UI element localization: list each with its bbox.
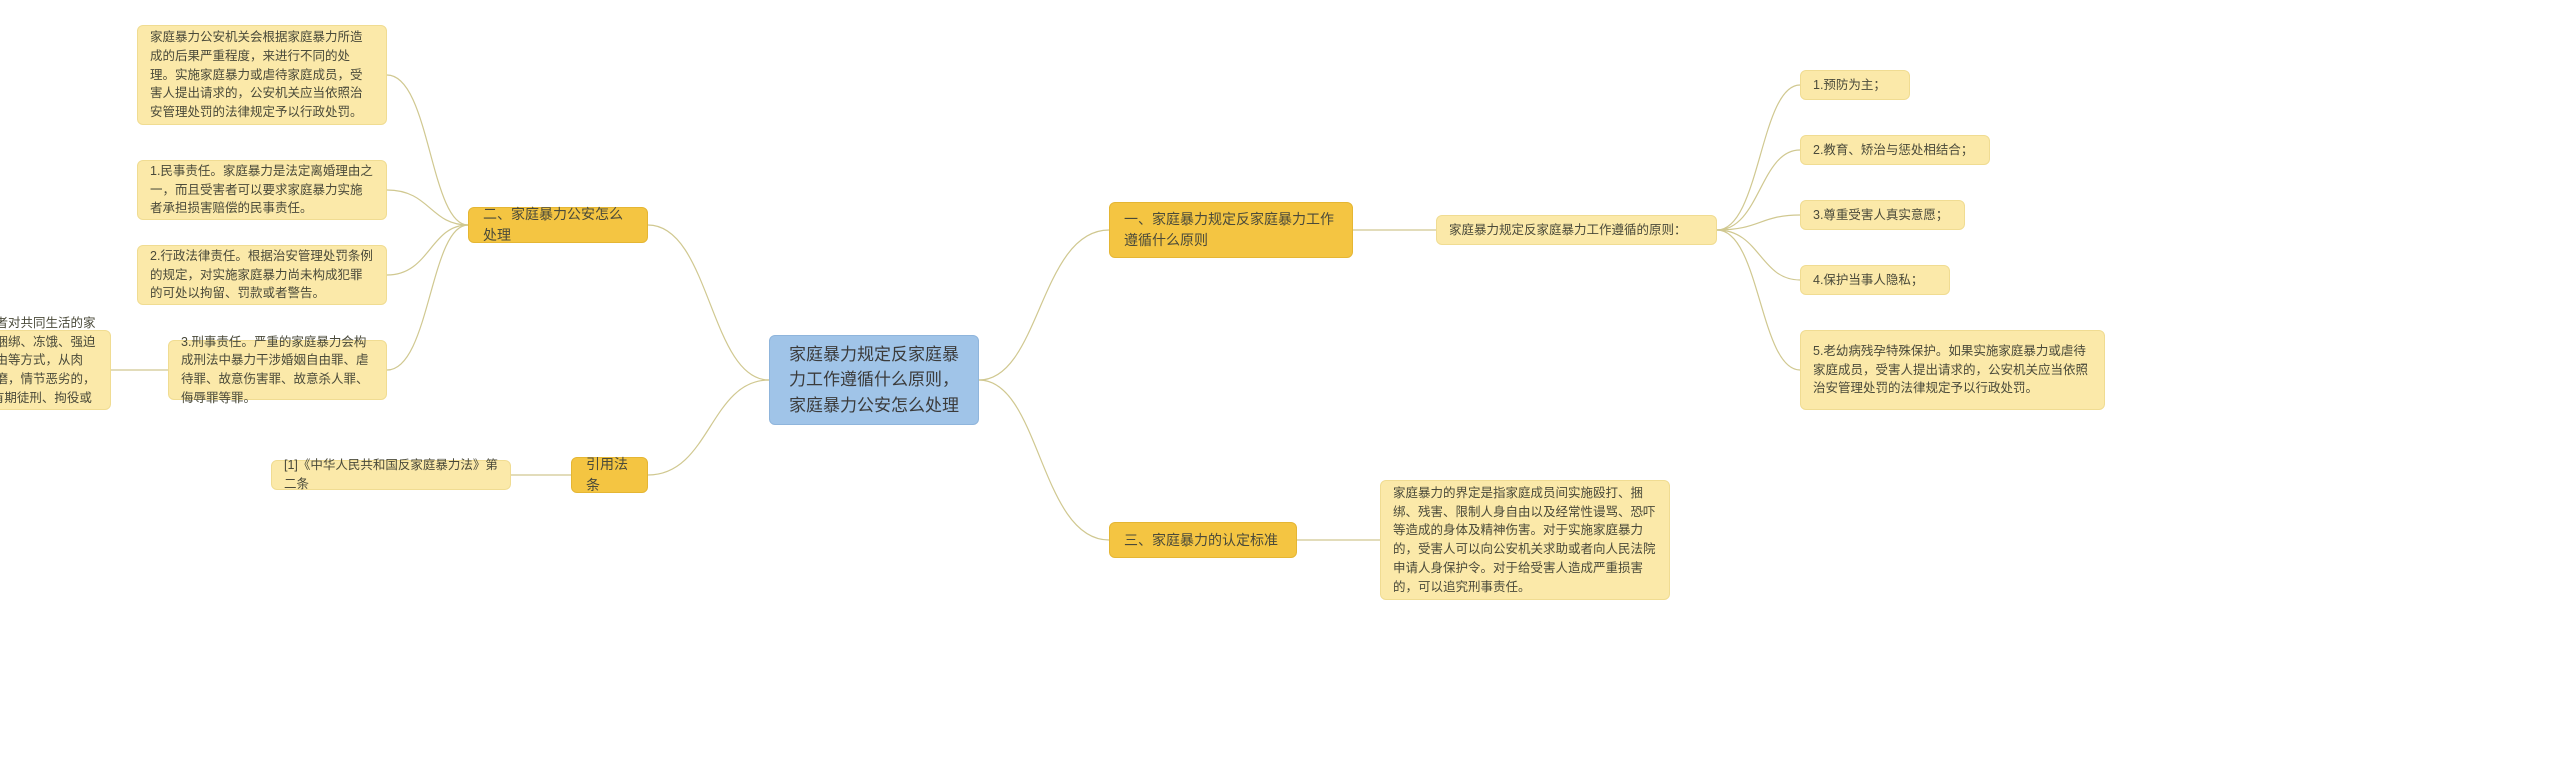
- root-text: 家庭暴力规定反家庭暴力工作遵循什么原则，家庭暴力公安怎么处理: [788, 342, 960, 419]
- principle-4[interactable]: 4.保护当事人隐私；: [1800, 265, 1950, 295]
- p1-text: 1.预防为主；: [1813, 76, 1886, 95]
- section3-detail-text: 家庭暴力的界定是指家庭成员间实施殴打、捆绑、残害、限制人身自由以及经常性谩骂、恐…: [1393, 484, 1657, 597]
- section2-intro[interactable]: 家庭暴力公安机关会根据家庭暴力所造成的后果严重程度，来进行不同的处理。实施家庭暴…: [137, 25, 387, 125]
- lawref-title: 引用法条: [586, 454, 633, 496]
- item3-text: 3.刑事责任。严重的家庭暴力会构成刑法中暴力干涉婚姻自由罪、虐待罪、故意伤害罪、…: [181, 333, 374, 408]
- lawref-detail[interactable]: [1]《中华人民共和国反家庭暴力法》第二条: [271, 460, 511, 490]
- p3-text: 3.尊重受害人真实意愿；: [1813, 206, 1948, 225]
- p2-text: 2.教育、矫治与惩处相结合；: [1813, 141, 1973, 160]
- section1-title: 一、家庭暴力规定反家庭暴力工作遵循什么原则: [1124, 209, 1338, 251]
- mindmap-canvas: 家庭暴力规定反家庭暴力工作遵循什么原则，家庭暴力公安怎么处理 一、家庭暴力规定反…: [0, 0, 2560, 759]
- p5-text: 5.老幼病残孕特殊保护。如果实施家庭暴力或虐待家庭成员，受害人提出请求的，公安机…: [1813, 342, 2092, 398]
- principle-5[interactable]: 5.老幼病残孕特殊保护。如果实施家庭暴力或虐待家庭成员，受害人提出请求的，公安机…: [1800, 330, 2105, 410]
- section2-item2[interactable]: 2.行政法律责任。根据治安管理处罚条例的规定，对实施家庭暴力尚未构成犯罪的可处以…: [137, 245, 387, 305]
- item1-text: 1.民事责任。家庭暴力是法定离婚理由之一，而且受害者可以要求家庭暴力实施者承担损…: [150, 162, 374, 218]
- intro-text: 家庭暴力公安机关会根据家庭暴力所造成的后果严重程度，来进行不同的处理。实施家庭暴…: [150, 28, 374, 122]
- section1-intermediate[interactable]: 家庭暴力规定反家庭暴力工作遵循的原则：: [1436, 215, 1717, 245]
- section2-item3[interactable]: 3.刑事责任。严重的家庭暴力会构成刑法中暴力干涉婚姻自由罪、虐待罪、故意伤害罪、…: [168, 340, 387, 400]
- section2-title: 二、家庭暴力公安怎么处理: [483, 204, 633, 246]
- item3-detail-text: 其中，家庭暴力实施者对共同生活的家庭成员经常以打骂、捆绑、冻饿、强迫超体力劳动、…: [0, 314, 98, 427]
- lawref-node[interactable]: 引用法条: [571, 457, 648, 493]
- principle-3[interactable]: 3.尊重受害人真实意愿；: [1800, 200, 1965, 230]
- principle-2[interactable]: 2.教育、矫治与惩处相结合；: [1800, 135, 1990, 165]
- section1-node[interactable]: 一、家庭暴力规定反家庭暴力工作遵循什么原则: [1109, 202, 1353, 258]
- section2-node[interactable]: 二、家庭暴力公安怎么处理: [468, 207, 648, 243]
- item2-text: 2.行政法律责任。根据治安管理处罚条例的规定，对实施家庭暴力尚未构成犯罪的可处以…: [150, 247, 374, 303]
- root-node[interactable]: 家庭暴力规定反家庭暴力工作遵循什么原则，家庭暴力公安怎么处理: [769, 335, 979, 425]
- p4-text: 4.保护当事人隐私；: [1813, 271, 1923, 290]
- section3-title: 三、家庭暴力的认定标准: [1124, 530, 1278, 551]
- section3-node[interactable]: 三、家庭暴力的认定标准: [1109, 522, 1297, 558]
- section2-item1[interactable]: 1.民事责任。家庭暴力是法定离婚理由之一，而且受害者可以要求家庭暴力实施者承担损…: [137, 160, 387, 220]
- principle-1[interactable]: 1.预防为主；: [1800, 70, 1910, 100]
- section3-detail[interactable]: 家庭暴力的界定是指家庭成员间实施殴打、捆绑、残害、限制人身自由以及经常性谩骂、恐…: [1380, 480, 1670, 600]
- intermediate-text: 家庭暴力规定反家庭暴力工作遵循的原则：: [1449, 221, 1687, 240]
- lawref-detail-text: [1]《中华人民共和国反家庭暴力法》第二条: [284, 456, 498, 494]
- section2-item3-detail[interactable]: 其中，家庭暴力实施者对共同生活的家庭成员经常以打骂、捆绑、冻饿、强迫超体力劳动、…: [0, 330, 111, 410]
